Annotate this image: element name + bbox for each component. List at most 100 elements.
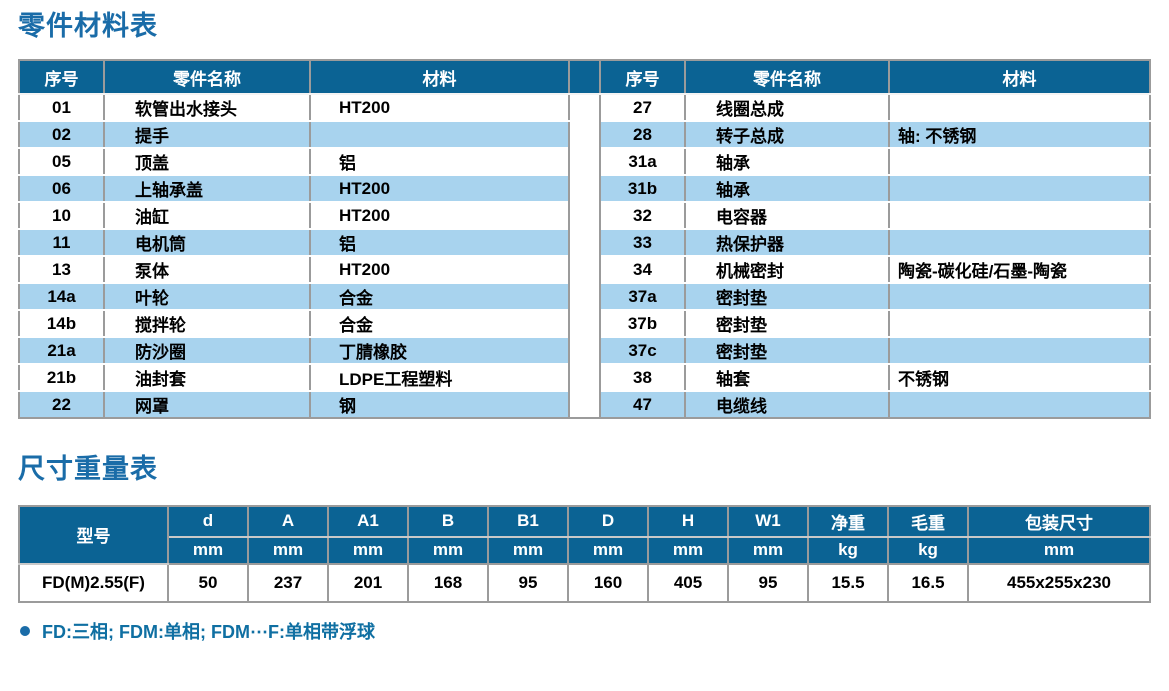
part-name-cell: 上轴承盖 xyxy=(103,174,311,204)
table-row: 02 提手 28 转子总成 轴: 不锈钢 xyxy=(18,120,1151,150)
part-no-cell: 14b xyxy=(18,309,105,339)
table-row: 06 上轴承盖 HT200 31b 轴承 xyxy=(18,174,1151,204)
value-cell: 455x255x230 xyxy=(967,562,1151,603)
dims-header-row-units: mm mm mm mm mm mm mm mm kg kg mm xyxy=(19,535,1151,565)
value-cell: 95 xyxy=(727,562,809,603)
dims-header-row-labels: 型号 d A A1 B B1 D H W1 净重 毛重 包装尺寸 xyxy=(18,504,1151,565)
part-name-cell: 软管出水接头 xyxy=(103,93,311,123)
part-material-cell xyxy=(888,174,1151,204)
part-material-cell xyxy=(888,147,1151,177)
part-material-cell xyxy=(888,309,1151,339)
part-name-cell: 油封套 xyxy=(103,363,311,393)
part-name-cell: 电缆线 xyxy=(684,390,890,420)
value-cell: 168 xyxy=(407,562,489,603)
table-row: 13 泵体 HT200 34 机械密封 陶瓷-碳化硅/石墨-陶瓷 xyxy=(18,255,1151,285)
part-material-cell: 轴: 不锈钢 xyxy=(888,120,1151,150)
dimensions-weight-table: 型号 d A A1 B B1 D H W1 净重 毛重 包装尺寸 mm mm mm mm mm mm mm mm kg… xyxy=(18,504,1151,603)
table-row: 01 软管出水接头 HT200 27 线圈总成 xyxy=(18,93,1151,420)
table-row: 10 油缸 HT200 32 电容器 xyxy=(18,201,1151,231)
value-cell: 15.5 xyxy=(807,562,889,603)
part-material-cell: 丁腈橡胶 xyxy=(309,336,570,366)
col-header-d: d xyxy=(167,504,249,538)
part-no-cell: 13 xyxy=(18,255,105,285)
col-header-A1: A1 xyxy=(327,504,409,538)
col-unit-毛重: kg xyxy=(887,535,969,565)
col-header-material-left: 材料 xyxy=(309,59,570,96)
value-cell: 16.5 xyxy=(887,562,969,603)
col-unit-d: mm xyxy=(167,535,249,565)
col-header-W1: W1 xyxy=(727,504,809,538)
col-header-material-right: 材料 xyxy=(888,59,1151,96)
part-no-cell: 22 xyxy=(18,390,105,420)
part-no-cell: 11 xyxy=(18,228,105,258)
part-name-cell: 机械密封 xyxy=(684,255,890,285)
part-material-cell: HT200 xyxy=(309,201,570,231)
part-name-cell: 密封垫 xyxy=(684,336,890,366)
parts-header-row: 序号 零件名称 材料 序号 零件名称 材料 xyxy=(18,59,1151,96)
part-name-cell: 轴套 xyxy=(684,363,890,393)
table-row: 11 电机筒铝 33 热保护器 xyxy=(18,228,1151,258)
part-name-cell: 轴承 xyxy=(684,147,890,177)
part-material-cell: 陶瓷-碳化硅/石墨-陶瓷 xyxy=(888,255,1151,285)
part-material-cell: 合金 xyxy=(309,309,570,339)
col-header-no-left: 序号 xyxy=(18,59,105,96)
value-cell: 405 xyxy=(647,562,729,603)
col-unit-D: mm xyxy=(567,535,649,565)
footnote: FD:三相; FDM:单相; FDM⋯F:单相带浮球 xyxy=(18,618,1150,644)
part-no-cell: 47 xyxy=(599,390,686,420)
col-header-no-right: 序号 xyxy=(599,59,686,96)
col-header-D: D xyxy=(567,504,649,538)
part-material-cell: 铝 xyxy=(309,228,570,258)
part-name-cell: 网罩 xyxy=(103,390,311,420)
part-material-cell: HT200 xyxy=(309,174,570,204)
table-row: 21b 油封套 LDPE工程塑料 38 轴套 不锈钢 xyxy=(18,363,1151,393)
bullet-icon xyxy=(20,625,30,636)
part-no-cell: 21b xyxy=(18,363,105,393)
part-no-cell: 31a xyxy=(599,147,686,177)
part-no-cell: 21a xyxy=(18,336,105,366)
page: 零件材料表 序号 零件名称 材料 序号 零件名称 材料 01 软管出水接头 HT200 27 线圈… xyxy=(18,11,1151,644)
col-header-name-right: 零件名称 xyxy=(684,59,890,96)
col-unit-H: mm xyxy=(647,535,729,565)
col-header-B: B xyxy=(407,504,489,538)
part-name-cell: 密封垫 xyxy=(684,282,890,312)
value-cell: 237 xyxy=(247,562,329,603)
part-name-cell: 搅拌轮 xyxy=(103,309,311,339)
col-unit-B: mm xyxy=(407,535,489,565)
part-name-cell: 转子总成 xyxy=(684,120,890,150)
part-material-cell: 不锈钢 xyxy=(888,363,1151,393)
dimensions-table-title: 尺寸重量表 xyxy=(18,454,158,485)
spacer-column xyxy=(568,93,601,420)
table-row: 14b 搅拌轮 合金 37b 密封垫 xyxy=(18,309,1151,339)
part-name-cell: 电容器 xyxy=(684,201,890,231)
value-cell: 50 xyxy=(167,562,249,603)
col-unit-W1: mm xyxy=(727,535,809,565)
part-no-cell: 10 xyxy=(18,201,105,231)
part-no-cell: 14a xyxy=(18,282,105,312)
value-cell: 95 xyxy=(487,562,569,603)
part-material-cell: HT200 xyxy=(309,255,570,285)
col-unit-B1: mm xyxy=(487,535,569,565)
part-material-cell: 铝 xyxy=(309,147,570,177)
part-name-cell: 线圈总成 xyxy=(684,93,890,123)
part-material-cell xyxy=(888,201,1151,231)
col-header-净重: 净重 xyxy=(807,504,889,538)
col-unit-包装尺寸: mm xyxy=(967,535,1151,565)
part-no-cell: 31b xyxy=(599,174,686,204)
col-header-H: H xyxy=(647,504,729,538)
col-unit-A: mm xyxy=(247,535,329,565)
col-unit-A1: mm xyxy=(327,535,409,565)
part-name-cell: 轴承 xyxy=(684,174,890,204)
part-no-cell: 33 xyxy=(599,228,686,258)
part-material-cell xyxy=(888,390,1151,420)
part-no-cell: 05 xyxy=(18,147,105,177)
col-header-name-left: 零件名称 xyxy=(103,59,311,96)
part-material-cell: LDPE工程塑料 xyxy=(309,363,570,393)
table-row: 22 网罩钢 47 电缆线 xyxy=(18,390,1151,420)
part-no-cell: 32 xyxy=(599,201,686,231)
part-name-cell: 顶盖 xyxy=(103,147,311,177)
table-row: 21a 防沙圈 丁腈橡胶 37c 密封垫 xyxy=(18,336,1151,366)
part-material-cell xyxy=(888,282,1151,312)
part-no-cell: 02 xyxy=(18,120,105,150)
part-no-cell: 28 xyxy=(599,120,686,150)
